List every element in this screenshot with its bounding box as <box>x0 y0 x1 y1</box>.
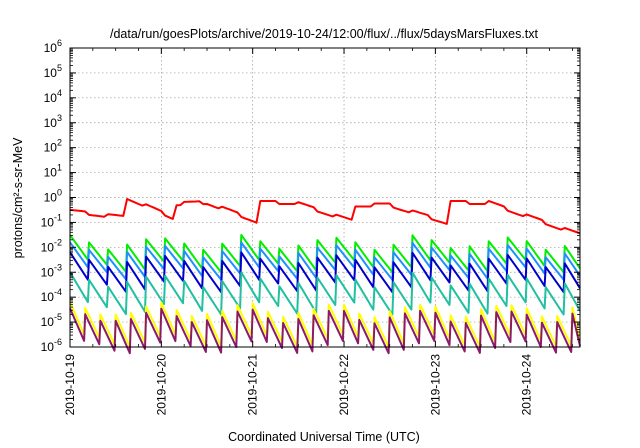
x-tick-label: 2019-10-19 <box>63 354 77 416</box>
y-tick-label: 10-6 <box>41 337 62 354</box>
y-tick-label: 10-3 <box>41 262 62 279</box>
y-tick-label: 106 <box>44 38 62 55</box>
y-tick-label: 10-2 <box>41 237 62 254</box>
y-tick-label: 103 <box>44 113 62 130</box>
x-tick-label: 2019-10-24 <box>520 354 534 416</box>
series-layer <box>69 198 581 355</box>
x-tick-label: 2019-10-23 <box>428 354 442 416</box>
series-line <box>69 234 581 274</box>
y-tick-label: 10-4 <box>41 287 62 304</box>
x-tick-label: 2019-10-20 <box>154 354 168 416</box>
y-tick-label: 104 <box>44 88 62 105</box>
chart-title: /data/run/goesPlots/archive/2019-10-24/1… <box>110 27 539 41</box>
y-tick-label: 10-5 <box>41 312 62 329</box>
y-tick-label: 10-1 <box>41 212 62 229</box>
y-tick-label: 101 <box>44 163 62 180</box>
series-line <box>69 307 581 355</box>
y-axis-label: protons/cm²-s-sr-MeV <box>11 137 25 259</box>
y-tick-label: 100 <box>44 188 62 205</box>
series-line <box>69 271 581 316</box>
x-tick-label: 2019-10-22 <box>337 354 351 416</box>
x-tick-label: 2019-10-21 <box>246 354 260 416</box>
series-line <box>69 241 581 281</box>
y-tick-label: 102 <box>44 138 62 155</box>
series-line <box>69 198 581 235</box>
y-tick-label: 105 <box>44 63 62 80</box>
series-line <box>69 251 581 294</box>
grid <box>70 48 580 347</box>
x-axis-ticks: 2019-10-19 2019-10-20 2019-10-21 2019-10-22… <box>63 48 573 416</box>
x-axis-label: Coordinated Universal Time (UTC) <box>228 430 420 444</box>
